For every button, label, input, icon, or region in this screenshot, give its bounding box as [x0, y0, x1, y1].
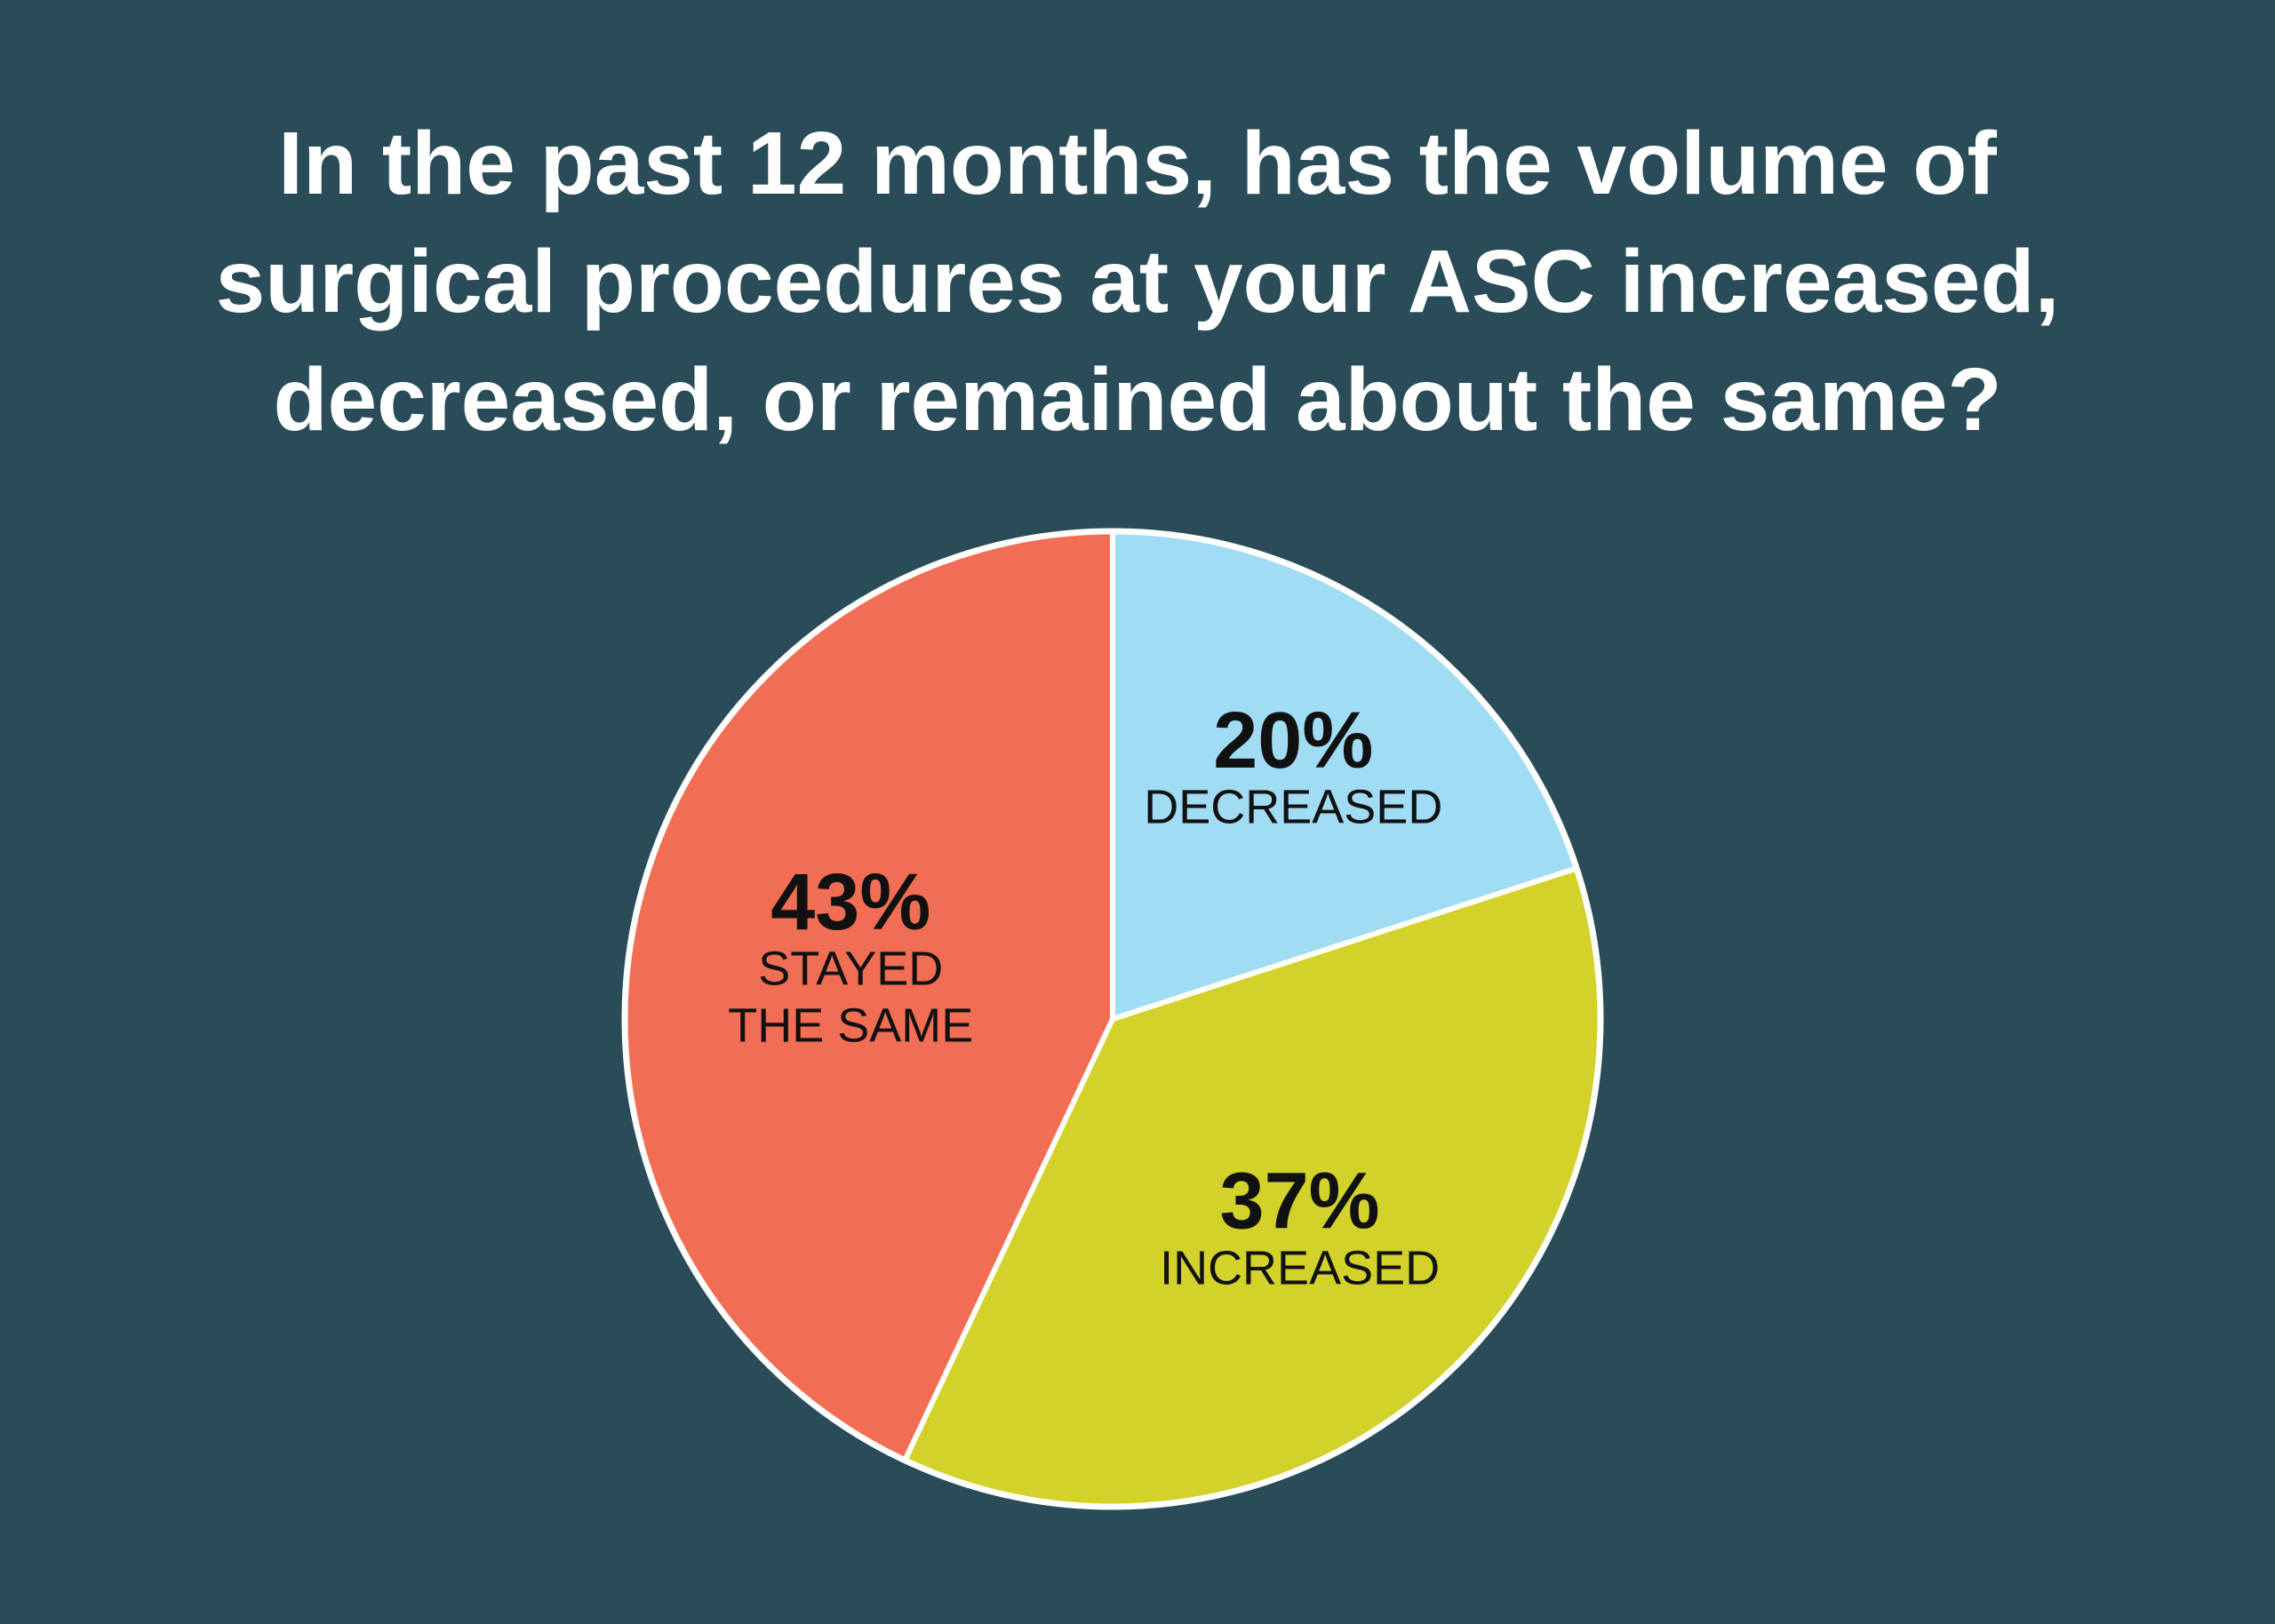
chart-title: In the past 12 months, has the volume of…: [0, 105, 2275, 459]
slice-category-label: THE SAME: [728, 999, 973, 1053]
slice-value-label: 37%: [1220, 1158, 1380, 1246]
chart-title-line-3: decreased, or remained about the same?: [273, 350, 2002, 450]
slice-category-label: DECREASED: [1144, 781, 1442, 834]
pie-outline: [621, 528, 1604, 1510]
chart-title-line-2: surgical procedures at your ASC increase…: [215, 232, 2060, 331]
slice-value-label: 20%: [1213, 697, 1373, 785]
chart-title-line-1: In the past 12 months, has the volume of: [278, 114, 1997, 213]
slice-value-label: 43%: [770, 858, 930, 947]
slice-category-label: STAYED: [758, 943, 943, 996]
slice-category-label: INCREASED: [1160, 1241, 1440, 1294]
